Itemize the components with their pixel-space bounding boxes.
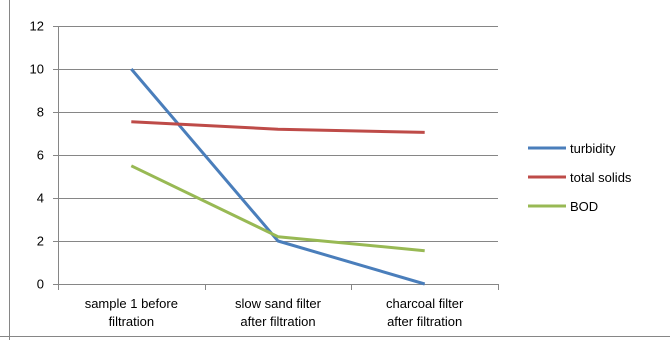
legend-item: turbidity <box>528 141 616 156</box>
legend-item: BOD <box>528 199 598 214</box>
legend: turbidity total solids BOD <box>528 141 632 214</box>
y-tick-label: 10 <box>30 62 44 77</box>
x-category-label: slow sand filter after filtration <box>235 296 322 329</box>
x-category-label: charcoal filter after filtration <box>386 296 464 329</box>
series-lines <box>130 68 426 286</box>
gridlines <box>58 26 498 242</box>
y-tick-labels: 0 2 4 6 8 10 12 <box>30 19 44 292</box>
series-line-bod <box>130 164 425 253</box>
y-tick-label: 6 <box>37 148 44 163</box>
series-line-turbidity <box>130 68 426 286</box>
series-line-total-solids <box>131 120 425 134</box>
y-tick-label: 2 <box>37 234 44 249</box>
y-tick-label: 8 <box>37 105 44 120</box>
legend-label: turbidity <box>570 141 616 156</box>
y-tick-label: 4 <box>37 191 44 206</box>
axes <box>53 26 499 290</box>
y-tick-label: 0 <box>37 277 44 292</box>
y-tick-label: 12 <box>30 19 44 34</box>
legend-item: total solids <box>528 170 632 185</box>
legend-label: total solids <box>570 170 632 185</box>
x-category-labels: sample 1 before filtration slow sand filte… <box>85 296 464 329</box>
x-category-label: sample 1 before filtration <box>85 296 178 329</box>
legend-label: BOD <box>570 199 598 214</box>
